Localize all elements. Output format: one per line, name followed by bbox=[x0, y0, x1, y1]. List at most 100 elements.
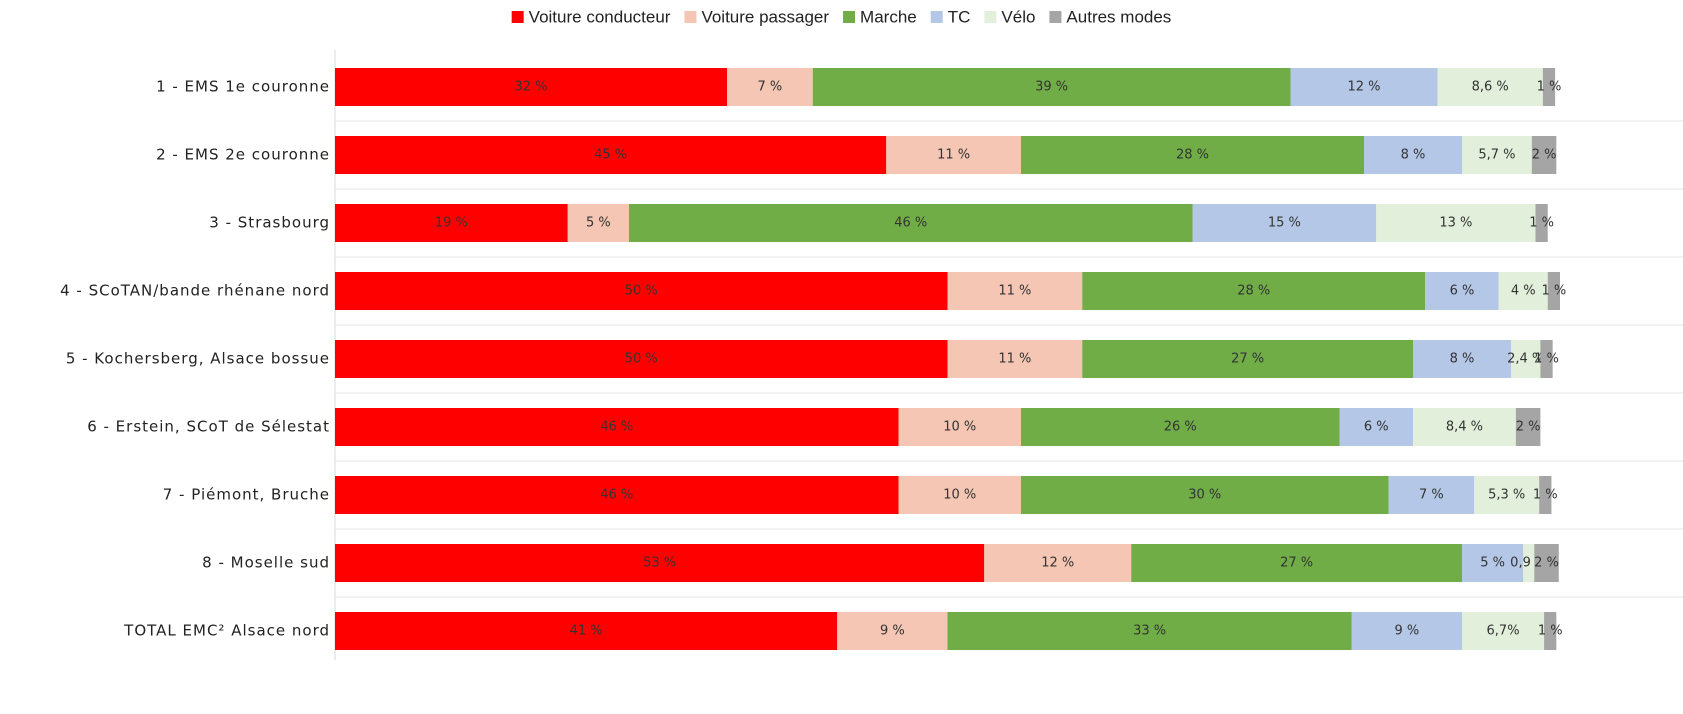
value-label: 26 % bbox=[1164, 420, 1197, 435]
value-label: 46 % bbox=[600, 420, 633, 435]
value-label: 45 % bbox=[594, 148, 627, 163]
bar-segment bbox=[886, 136, 1021, 174]
legend-swatch bbox=[984, 11, 997, 23]
value-label: 8,4 % bbox=[1446, 420, 1483, 435]
bar-segment bbox=[898, 408, 1021, 446]
value-label: 41 % bbox=[570, 624, 603, 639]
bar-segment bbox=[1542, 68, 1556, 106]
bar-segment bbox=[1376, 204, 1536, 242]
value-label: 5 % bbox=[1480, 556, 1505, 571]
bar-segment bbox=[1364, 136, 1462, 174]
bar-segment bbox=[1082, 340, 1413, 378]
bar-segment bbox=[837, 612, 948, 650]
value-label: 6 % bbox=[1364, 420, 1389, 435]
bar-segment bbox=[335, 408, 899, 446]
category-label: 8 - Moselle sud bbox=[202, 554, 330, 572]
value-label: 5 % bbox=[586, 216, 611, 231]
value-label: 5,7 % bbox=[1478, 148, 1515, 163]
category-label: 6 - Erstein, SCoT de Sélestat bbox=[87, 418, 330, 436]
value-label: 15 % bbox=[1268, 216, 1301, 231]
bar-segment bbox=[727, 68, 813, 106]
bar-segment bbox=[898, 476, 1021, 514]
value-label: 28 % bbox=[1237, 284, 1270, 299]
category-label: TOTAL EMC² Alsace nord bbox=[123, 622, 330, 640]
bar-segment bbox=[1413, 408, 1516, 446]
value-label: 1 % bbox=[1534, 352, 1559, 367]
bar-segment bbox=[984, 544, 1132, 582]
category-label: 3 - Strasbourg bbox=[209, 214, 330, 232]
legend-swatch bbox=[1049, 11, 1062, 23]
bar-segment bbox=[1082, 272, 1426, 310]
value-label: 1 % bbox=[1533, 488, 1558, 503]
value-label: 12 % bbox=[1041, 556, 1074, 571]
category-label: 4 - SCoTAN/bande rhénane nord bbox=[60, 282, 330, 300]
value-label: 32 % bbox=[514, 80, 547, 95]
value-label: 46 % bbox=[894, 216, 927, 231]
legend-label: Marche bbox=[860, 7, 917, 26]
bar-segment bbox=[1540, 340, 1553, 378]
bar-segment bbox=[335, 544, 985, 582]
value-label: 27 % bbox=[1280, 556, 1313, 571]
value-label: 53 % bbox=[643, 556, 676, 571]
value-label: 13 % bbox=[1439, 216, 1472, 231]
bar-segment bbox=[1534, 544, 1559, 582]
category-label: 5 - Kochersberg, Alsace bossue bbox=[66, 350, 330, 368]
value-label: 46 % bbox=[600, 488, 633, 503]
legend-label: Voiture passager bbox=[701, 7, 829, 26]
bar-segment bbox=[1290, 68, 1438, 106]
bar-segment bbox=[1192, 204, 1377, 242]
bar-segment bbox=[1021, 136, 1364, 174]
bar-segment bbox=[1437, 68, 1543, 106]
legend-label: TC bbox=[948, 7, 971, 26]
legend: Voiture conducteur Voiture passager Marche… bbox=[511, 7, 1171, 26]
value-label: 10 % bbox=[943, 420, 976, 435]
value-label: 8,6 % bbox=[1472, 80, 1509, 95]
bar-segment bbox=[947, 340, 1083, 378]
bar-segment bbox=[335, 136, 887, 174]
legend-swatch bbox=[684, 11, 697, 23]
bar-segment bbox=[812, 68, 1291, 106]
bar-segment bbox=[947, 272, 1083, 310]
value-label: 11 % bbox=[998, 352, 1031, 367]
value-label: 7 % bbox=[757, 80, 782, 95]
value-label: 10 % bbox=[943, 488, 976, 503]
value-label: 9 % bbox=[1394, 624, 1419, 639]
bar-segment bbox=[1462, 544, 1524, 582]
value-label: 9 % bbox=[880, 624, 905, 639]
bar-segment bbox=[1535, 204, 1548, 242]
value-label: 7 % bbox=[1419, 488, 1444, 503]
bar-segment bbox=[1498, 272, 1548, 310]
value-label: 1 % bbox=[1541, 284, 1566, 299]
legend-swatch bbox=[843, 11, 856, 23]
bar-segment bbox=[1462, 612, 1545, 650]
value-label: 19 % bbox=[435, 216, 468, 231]
bar-segment bbox=[1523, 544, 1535, 582]
bar-segment bbox=[1021, 476, 1389, 514]
bar-segment bbox=[335, 476, 899, 514]
value-label: 27 % bbox=[1231, 352, 1264, 367]
legend-label: Autres modes bbox=[1066, 7, 1171, 26]
bar-segment bbox=[1539, 476, 1552, 514]
bar-segment bbox=[335, 340, 948, 378]
category-label: 2 - EMS 2e couronne bbox=[156, 146, 330, 164]
bar-segment bbox=[1339, 408, 1413, 446]
value-label: 11 % bbox=[937, 148, 970, 163]
bar-segment bbox=[1351, 612, 1462, 650]
bar-segment bbox=[1544, 612, 1557, 650]
bar-segment bbox=[1413, 340, 1511, 378]
value-label: 33 % bbox=[1133, 624, 1166, 639]
legend-label: Voiture conducteur bbox=[529, 7, 671, 26]
bar-segment bbox=[335, 612, 838, 650]
legend-label: Vélo bbox=[1001, 7, 1035, 26]
bar-segment bbox=[1425, 272, 1499, 310]
value-label: 8 % bbox=[1450, 352, 1475, 367]
legend-swatch bbox=[930, 11, 943, 23]
value-label: 8 % bbox=[1401, 148, 1426, 163]
bar-segment bbox=[629, 204, 1193, 242]
value-label: 11 % bbox=[998, 284, 1031, 299]
value-label: 12 % bbox=[1347, 80, 1380, 95]
category-label: 1 - EMS 1e couronne bbox=[156, 78, 330, 96]
value-label: 28 % bbox=[1176, 148, 1209, 163]
value-label: 30 % bbox=[1188, 488, 1221, 503]
